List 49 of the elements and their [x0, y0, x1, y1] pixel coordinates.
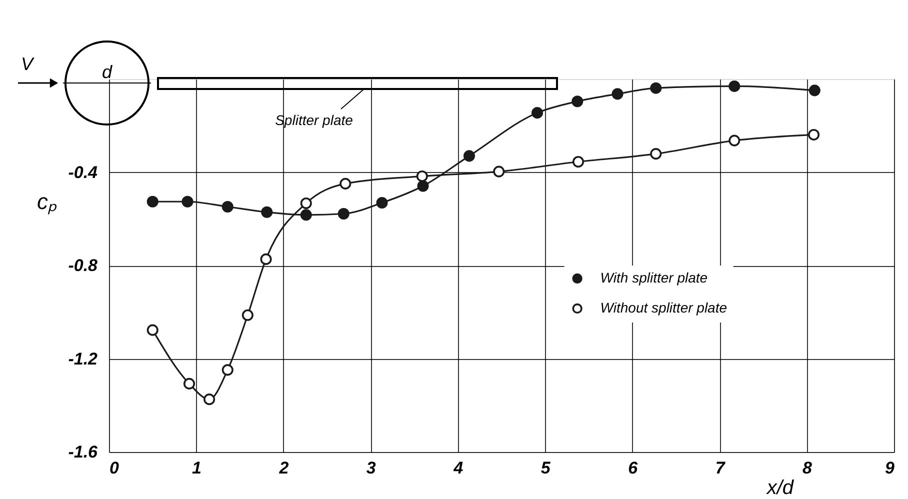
point	[340, 178, 352, 190]
point	[572, 156, 584, 168]
point	[376, 197, 388, 209]
point	[417, 180, 429, 192]
x-tick-label: 0	[110, 458, 120, 478]
point	[338, 208, 350, 220]
x-tick-label: 1	[192, 458, 202, 478]
x-tick-label: 3	[366, 458, 376, 478]
point	[146, 324, 158, 336]
point	[808, 128, 820, 140]
y-tick-label: -1.2	[68, 349, 98, 368]
point	[146, 196, 158, 208]
point	[204, 394, 216, 406]
point	[650, 82, 662, 94]
legend-label: With splitter plate	[600, 270, 708, 286]
point	[728, 134, 740, 146]
x-tick-label: 8	[802, 458, 813, 478]
x-tick-label: 2	[278, 458, 290, 478]
point	[260, 253, 272, 265]
point	[182, 196, 194, 208]
point	[531, 107, 544, 119]
point	[650, 148, 662, 160]
legend-label: Without splitter plate	[600, 300, 728, 316]
text: V	[20, 54, 35, 74]
point	[242, 309, 254, 321]
x-tick-label: 4	[452, 458, 464, 478]
y-tick-label: -1.6	[68, 442, 98, 462]
point	[416, 170, 428, 182]
point	[493, 166, 505, 178]
x-tick-label: 9	[885, 458, 896, 478]
point	[463, 150, 475, 162]
y-tick-label: -0.4	[68, 162, 98, 182]
point	[728, 80, 740, 92]
point	[222, 200, 234, 213]
point	[300, 209, 312, 221]
annotation: d	[102, 62, 113, 82]
point	[572, 96, 584, 108]
y-tick-label: -0.8	[68, 256, 98, 275]
point	[612, 88, 624, 100]
x-tick-label: 5	[540, 458, 551, 478]
point	[300, 197, 312, 210]
point	[222, 364, 234, 376]
y-axis-title: cₚ	[37, 189, 57, 216]
x-tick-label: 6	[628, 458, 638, 478]
point	[183, 378, 196, 390]
x-axis-title: x/d	[766, 477, 794, 499]
point	[808, 84, 820, 96]
point	[261, 206, 273, 218]
x-tick-label: 7	[715, 458, 726, 478]
